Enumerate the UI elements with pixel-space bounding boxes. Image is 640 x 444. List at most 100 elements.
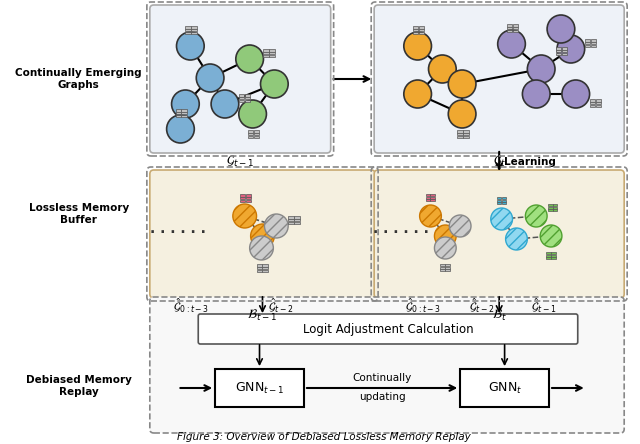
Bar [215, 369, 304, 407]
Text: Lossless Memory
Buffer: Lossless Memory Buffer [29, 203, 129, 225]
Bar [240, 200, 245, 202]
Bar [589, 102, 595, 104]
Bar [239, 97, 244, 99]
Bar [294, 217, 300, 218]
Bar [585, 42, 590, 44]
Text: Logit Adjustment Calculation: Logit Adjustment Calculation [303, 322, 474, 336]
Bar [562, 53, 568, 55]
FancyBboxPatch shape [374, 5, 624, 153]
Circle shape [562, 80, 589, 108]
Text: $\hat{\mathcal{G}}_{t-1}$: $\hat{\mathcal{G}}_{t-1}$ [531, 296, 557, 314]
Text: Figure 3: Overview of Debiased Lossless Memory Replay: Figure 3: Overview of Debiased Lossless … [177, 432, 470, 442]
Bar [182, 110, 187, 112]
Circle shape [506, 228, 527, 250]
Bar [240, 194, 245, 197]
Bar [551, 255, 556, 257]
Bar [269, 52, 275, 54]
Bar [562, 48, 568, 50]
Bar [513, 24, 518, 27]
Circle shape [264, 214, 288, 238]
Circle shape [525, 205, 547, 227]
Bar [553, 207, 557, 209]
Text: . . . . . .: . . . . . . [373, 222, 429, 236]
FancyBboxPatch shape [198, 314, 578, 344]
Circle shape [404, 80, 431, 108]
Bar [457, 133, 463, 135]
FancyBboxPatch shape [150, 170, 375, 298]
Circle shape [547, 15, 575, 43]
Bar [426, 197, 430, 198]
Text: $\mathcal{B}_t$: $\mathcal{B}_t$ [492, 308, 507, 323]
Bar [440, 265, 445, 266]
Bar [585, 40, 590, 42]
Bar [497, 200, 501, 202]
Circle shape [491, 208, 513, 230]
Bar [431, 197, 435, 198]
Circle shape [448, 100, 476, 128]
Bar [175, 110, 181, 112]
Bar [262, 267, 268, 270]
Bar [596, 102, 601, 104]
Circle shape [449, 215, 471, 237]
Bar [246, 194, 251, 197]
Bar [253, 136, 259, 138]
Bar [591, 42, 596, 44]
Bar [513, 27, 518, 29]
Bar [445, 267, 450, 269]
Bar [186, 32, 191, 34]
FancyBboxPatch shape [150, 5, 331, 153]
Circle shape [557, 35, 585, 63]
Text: . . . . . .: . . . . . . [150, 222, 205, 236]
Bar [497, 202, 501, 204]
Bar [426, 194, 430, 196]
Bar [548, 205, 552, 206]
FancyBboxPatch shape [374, 170, 624, 298]
Bar [463, 133, 468, 135]
Bar [175, 115, 181, 117]
Bar [513, 30, 518, 32]
Bar [460, 369, 549, 407]
Bar [264, 52, 269, 54]
Bar [589, 99, 595, 102]
Bar [553, 209, 557, 211]
Circle shape [498, 30, 525, 58]
Bar [182, 112, 187, 115]
Bar [591, 45, 596, 47]
Bar [548, 209, 552, 211]
Circle shape [404, 32, 431, 60]
Bar [556, 48, 561, 50]
Bar [248, 131, 253, 133]
Bar [269, 49, 275, 52]
Text: $\mathrm{GNN}_{t-1}$: $\mathrm{GNN}_{t-1}$ [235, 381, 284, 396]
Circle shape [420, 205, 442, 227]
Bar [546, 255, 550, 257]
Text: $\hat{\mathcal{G}}_{t-2}$: $\hat{\mathcal{G}}_{t-2}$ [469, 296, 495, 314]
Bar [419, 29, 424, 32]
Circle shape [527, 55, 555, 83]
Text: updating: updating [359, 392, 405, 402]
Bar [507, 24, 512, 27]
Bar [596, 105, 601, 107]
Circle shape [448, 70, 476, 98]
Circle shape [540, 225, 562, 247]
Circle shape [435, 237, 456, 259]
Bar [502, 200, 506, 202]
Bar [244, 95, 250, 97]
Bar [507, 30, 512, 32]
Bar [288, 217, 294, 218]
Bar [457, 131, 463, 133]
Bar [562, 50, 568, 52]
Bar [186, 29, 191, 32]
Bar [551, 257, 556, 259]
Bar [182, 115, 187, 117]
Bar [264, 49, 269, 52]
Circle shape [172, 90, 199, 118]
Bar [257, 267, 262, 270]
Bar [248, 133, 253, 135]
FancyBboxPatch shape [150, 297, 624, 433]
Bar [239, 95, 244, 97]
Bar [269, 55, 275, 57]
Bar [244, 97, 250, 99]
Bar [463, 136, 468, 138]
Bar [546, 253, 550, 254]
